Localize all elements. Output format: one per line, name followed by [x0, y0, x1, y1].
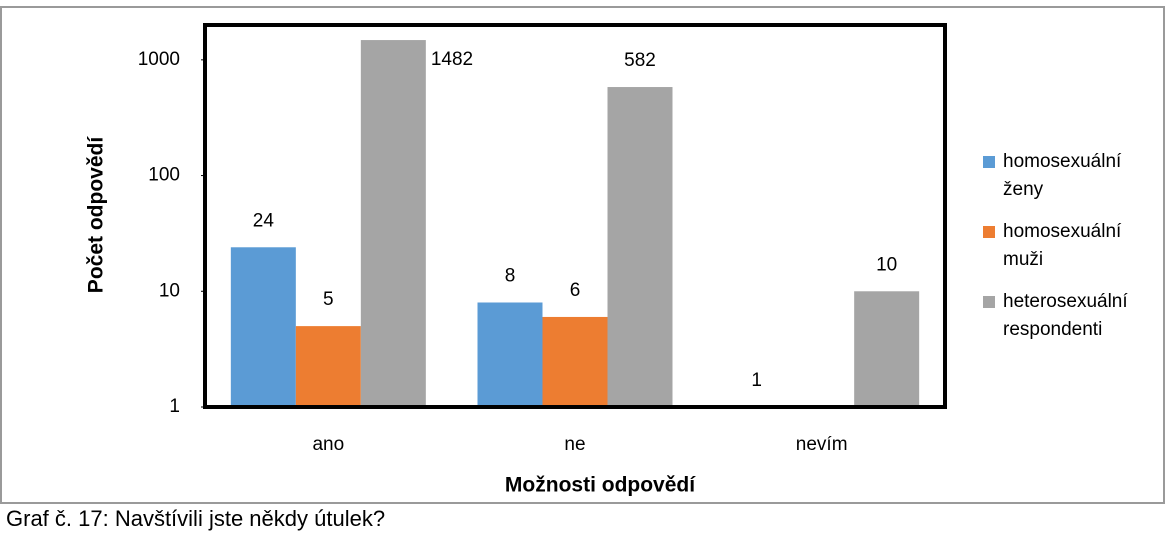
value-label: 8 — [505, 266, 516, 287]
y-tick-label: 10 — [159, 280, 180, 301]
value-label: 24 — [253, 210, 275, 231]
bar — [295, 326, 361, 407]
value-label: 1482 — [431, 49, 473, 70]
x-axis-label: Možnosti odpovědí — [505, 474, 696, 497]
y-axis-label: Počet odpovědí — [85, 136, 108, 294]
legend-item: heterosexuální respondenti — [983, 288, 1163, 344]
legend: homosexuální ženy homosexuální muži hetero… — [983, 148, 1163, 358]
value-label: 582 — [624, 50, 656, 71]
bar — [854, 291, 920, 407]
legend-item: homosexuální muži — [983, 218, 1163, 274]
plot-frame — [203, 23, 947, 409]
bar — [477, 302, 543, 407]
x-tick-label: ne — [564, 434, 585, 455]
legend-item: homosexuální ženy — [983, 148, 1163, 204]
bar — [542, 316, 608, 407]
bar — [230, 247, 296, 407]
y-tick-label: 100 — [148, 165, 180, 186]
value-label: 6 — [570, 280, 581, 301]
bar — [607, 87, 673, 407]
legend-swatch — [983, 226, 995, 238]
bar — [360, 40, 426, 408]
legend-label: homosexuální muži — [1003, 221, 1122, 270]
caption: Graf č. 17: Navštívili jste někdy útulek… — [6, 506, 386, 531]
value-label: 10 — [876, 254, 897, 275]
x-tick-label: ano — [312, 434, 344, 455]
legend-label: heterosexuální respondenti — [1003, 291, 1128, 340]
x-tick-label: nevím — [796, 434, 848, 455]
legend-label: homosexuální ženy — [1003, 151, 1122, 200]
legend-swatch — [983, 296, 995, 308]
y-tick-label: 1 — [169, 396, 180, 417]
value-label: 1 — [751, 370, 762, 391]
legend-swatch — [983, 156, 995, 168]
chart-frame — [0, 6, 1165, 504]
y-tick-label: 1000 — [138, 49, 180, 70]
value-label: 5 — [323, 289, 334, 310]
